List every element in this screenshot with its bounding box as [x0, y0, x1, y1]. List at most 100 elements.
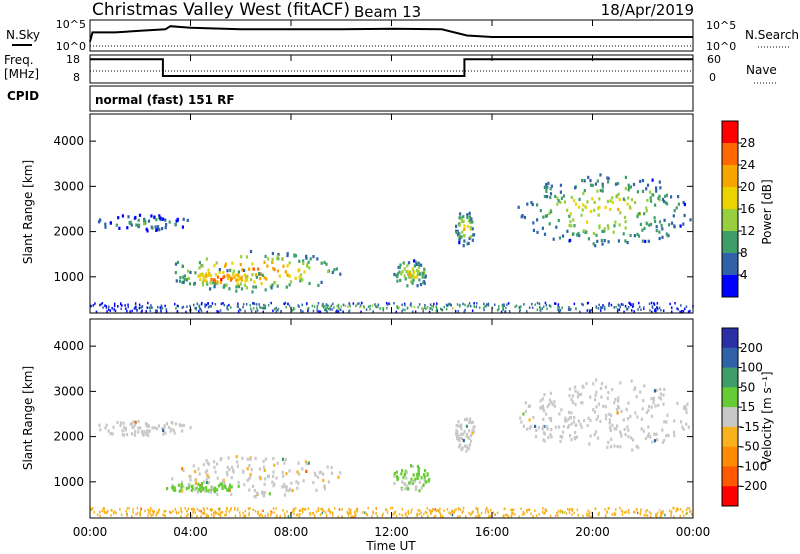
range-gate-cell — [300, 309, 302, 312]
range-gate-cell — [114, 309, 117, 313]
range-gate-cell — [339, 272, 342, 276]
range-gate-cell — [363, 305, 365, 308]
range-gate-cell — [348, 309, 351, 312]
range-gate-cell — [528, 418, 531, 422]
range-gate-cell — [238, 308, 241, 311]
range-gate-cell — [682, 427, 685, 431]
range-gate-cell — [134, 423, 137, 427]
range-gate-cell — [398, 265, 401, 270]
range-gate-cell — [411, 481, 414, 485]
range-gate-cell — [586, 220, 589, 224]
range-gate-cell — [199, 489, 203, 493]
range-gate-cell — [177, 511, 180, 514]
range-gate-cell — [529, 425, 533, 429]
range-gate-cell — [160, 304, 163, 307]
range-gate-cell — [418, 512, 420, 516]
range-gate-cell — [217, 484, 221, 488]
range-gate-cell — [260, 513, 262, 516]
range-gate-cell — [638, 305, 641, 309]
range-gate-cell — [536, 218, 539, 222]
range-gate-cell — [646, 183, 650, 187]
range-gate-cell — [553, 404, 556, 408]
range-gate-cell — [241, 268, 244, 272]
range-gate-cell — [633, 234, 636, 238]
range-gate-cell — [621, 510, 624, 513]
range-gate-cell — [653, 302, 655, 305]
range-gate-cell — [631, 309, 633, 312]
scatter-region — [182, 268, 264, 289]
range-gate-cell — [423, 473, 426, 477]
range-gate-cell — [641, 239, 644, 243]
range-gate-cell — [469, 417, 472, 421]
range-gate-cell — [242, 511, 244, 515]
range-gate-cell — [531, 306, 534, 309]
range-gate-cell — [545, 304, 548, 307]
range-gate-cell — [598, 224, 601, 228]
range-gate-cell — [147, 514, 149, 517]
range-gate-cell — [189, 426, 192, 430]
range-gate-cell — [205, 272, 208, 276]
range-gate-cell — [625, 408, 628, 412]
range-gate-cell — [327, 509, 329, 512]
range-gate-cell — [120, 307, 122, 311]
range-gate-cell — [329, 306, 331, 310]
colorbar-frame — [721, 327, 739, 507]
range-gate-cell — [182, 484, 185, 489]
range-gate-cell — [548, 398, 552, 402]
range-gate-cell — [567, 410, 571, 415]
range-gate-cell — [180, 480, 184, 484]
range-gate-cell — [237, 305, 239, 308]
range-gate-cell — [663, 218, 666, 222]
range-gate-cell — [137, 426, 140, 430]
range-gate-cell — [286, 273, 289, 277]
range-gate-cell — [241, 469, 245, 473]
range-gate-cell — [624, 220, 627, 224]
range-gate-cell — [230, 306, 232, 309]
range-gate-cell — [386, 511, 389, 514]
freq-left-tick-bottom: 8 — [73, 71, 80, 84]
nave-label: Nave — [746, 63, 777, 77]
range-gate-cell — [286, 264, 289, 268]
range-gate-cell — [243, 268, 246, 273]
range-gate-cell — [180, 515, 182, 518]
range-gate-cell — [460, 219, 463, 223]
range-gate-cell — [565, 512, 568, 515]
range-gate-cell — [406, 484, 409, 488]
range-gate-cell — [619, 211, 622, 215]
range-gate-cell — [641, 189, 645, 193]
range-gate-cell — [458, 507, 460, 510]
range-gate-cell — [615, 427, 618, 431]
range-gate-cell — [590, 308, 593, 312]
range-gate-cell — [192, 464, 195, 468]
range-gate-cell — [435, 305, 437, 308]
range-gate-cell — [662, 393, 665, 397]
range-gate-cell — [559, 511, 561, 514]
range-gate-cell — [569, 220, 572, 224]
range-gate-cell — [120, 302, 122, 306]
range-gate-cell — [677, 508, 679, 511]
range-gate-cell — [653, 389, 657, 393]
range-gate-cell — [160, 217, 163, 221]
range-gate-cell — [198, 310, 200, 313]
range-gate-cell — [434, 508, 436, 511]
range-gate-cell — [637, 446, 640, 450]
range-gate-cell — [209, 281, 212, 285]
range-gate-cell — [503, 514, 505, 518]
range-gate-cell — [298, 472, 301, 476]
range-gate-cell — [599, 419, 602, 424]
range-gate-cell — [645, 209, 648, 213]
range-gate-cell — [148, 306, 151, 309]
range-gate-cell — [469, 221, 472, 225]
range-gate-cell — [284, 515, 286, 518]
range-gate-cell — [180, 486, 183, 490]
range-gate-cell — [467, 219, 471, 223]
range-gate-cell — [510, 515, 513, 518]
range-gate-cell — [228, 486, 231, 490]
range-gate-cell — [548, 416, 551, 421]
range-gate-cell — [570, 224, 573, 228]
range-gate-cell — [582, 514, 584, 517]
range-gate-cell — [456, 436, 459, 441]
range-gate-cell — [624, 175, 627, 179]
